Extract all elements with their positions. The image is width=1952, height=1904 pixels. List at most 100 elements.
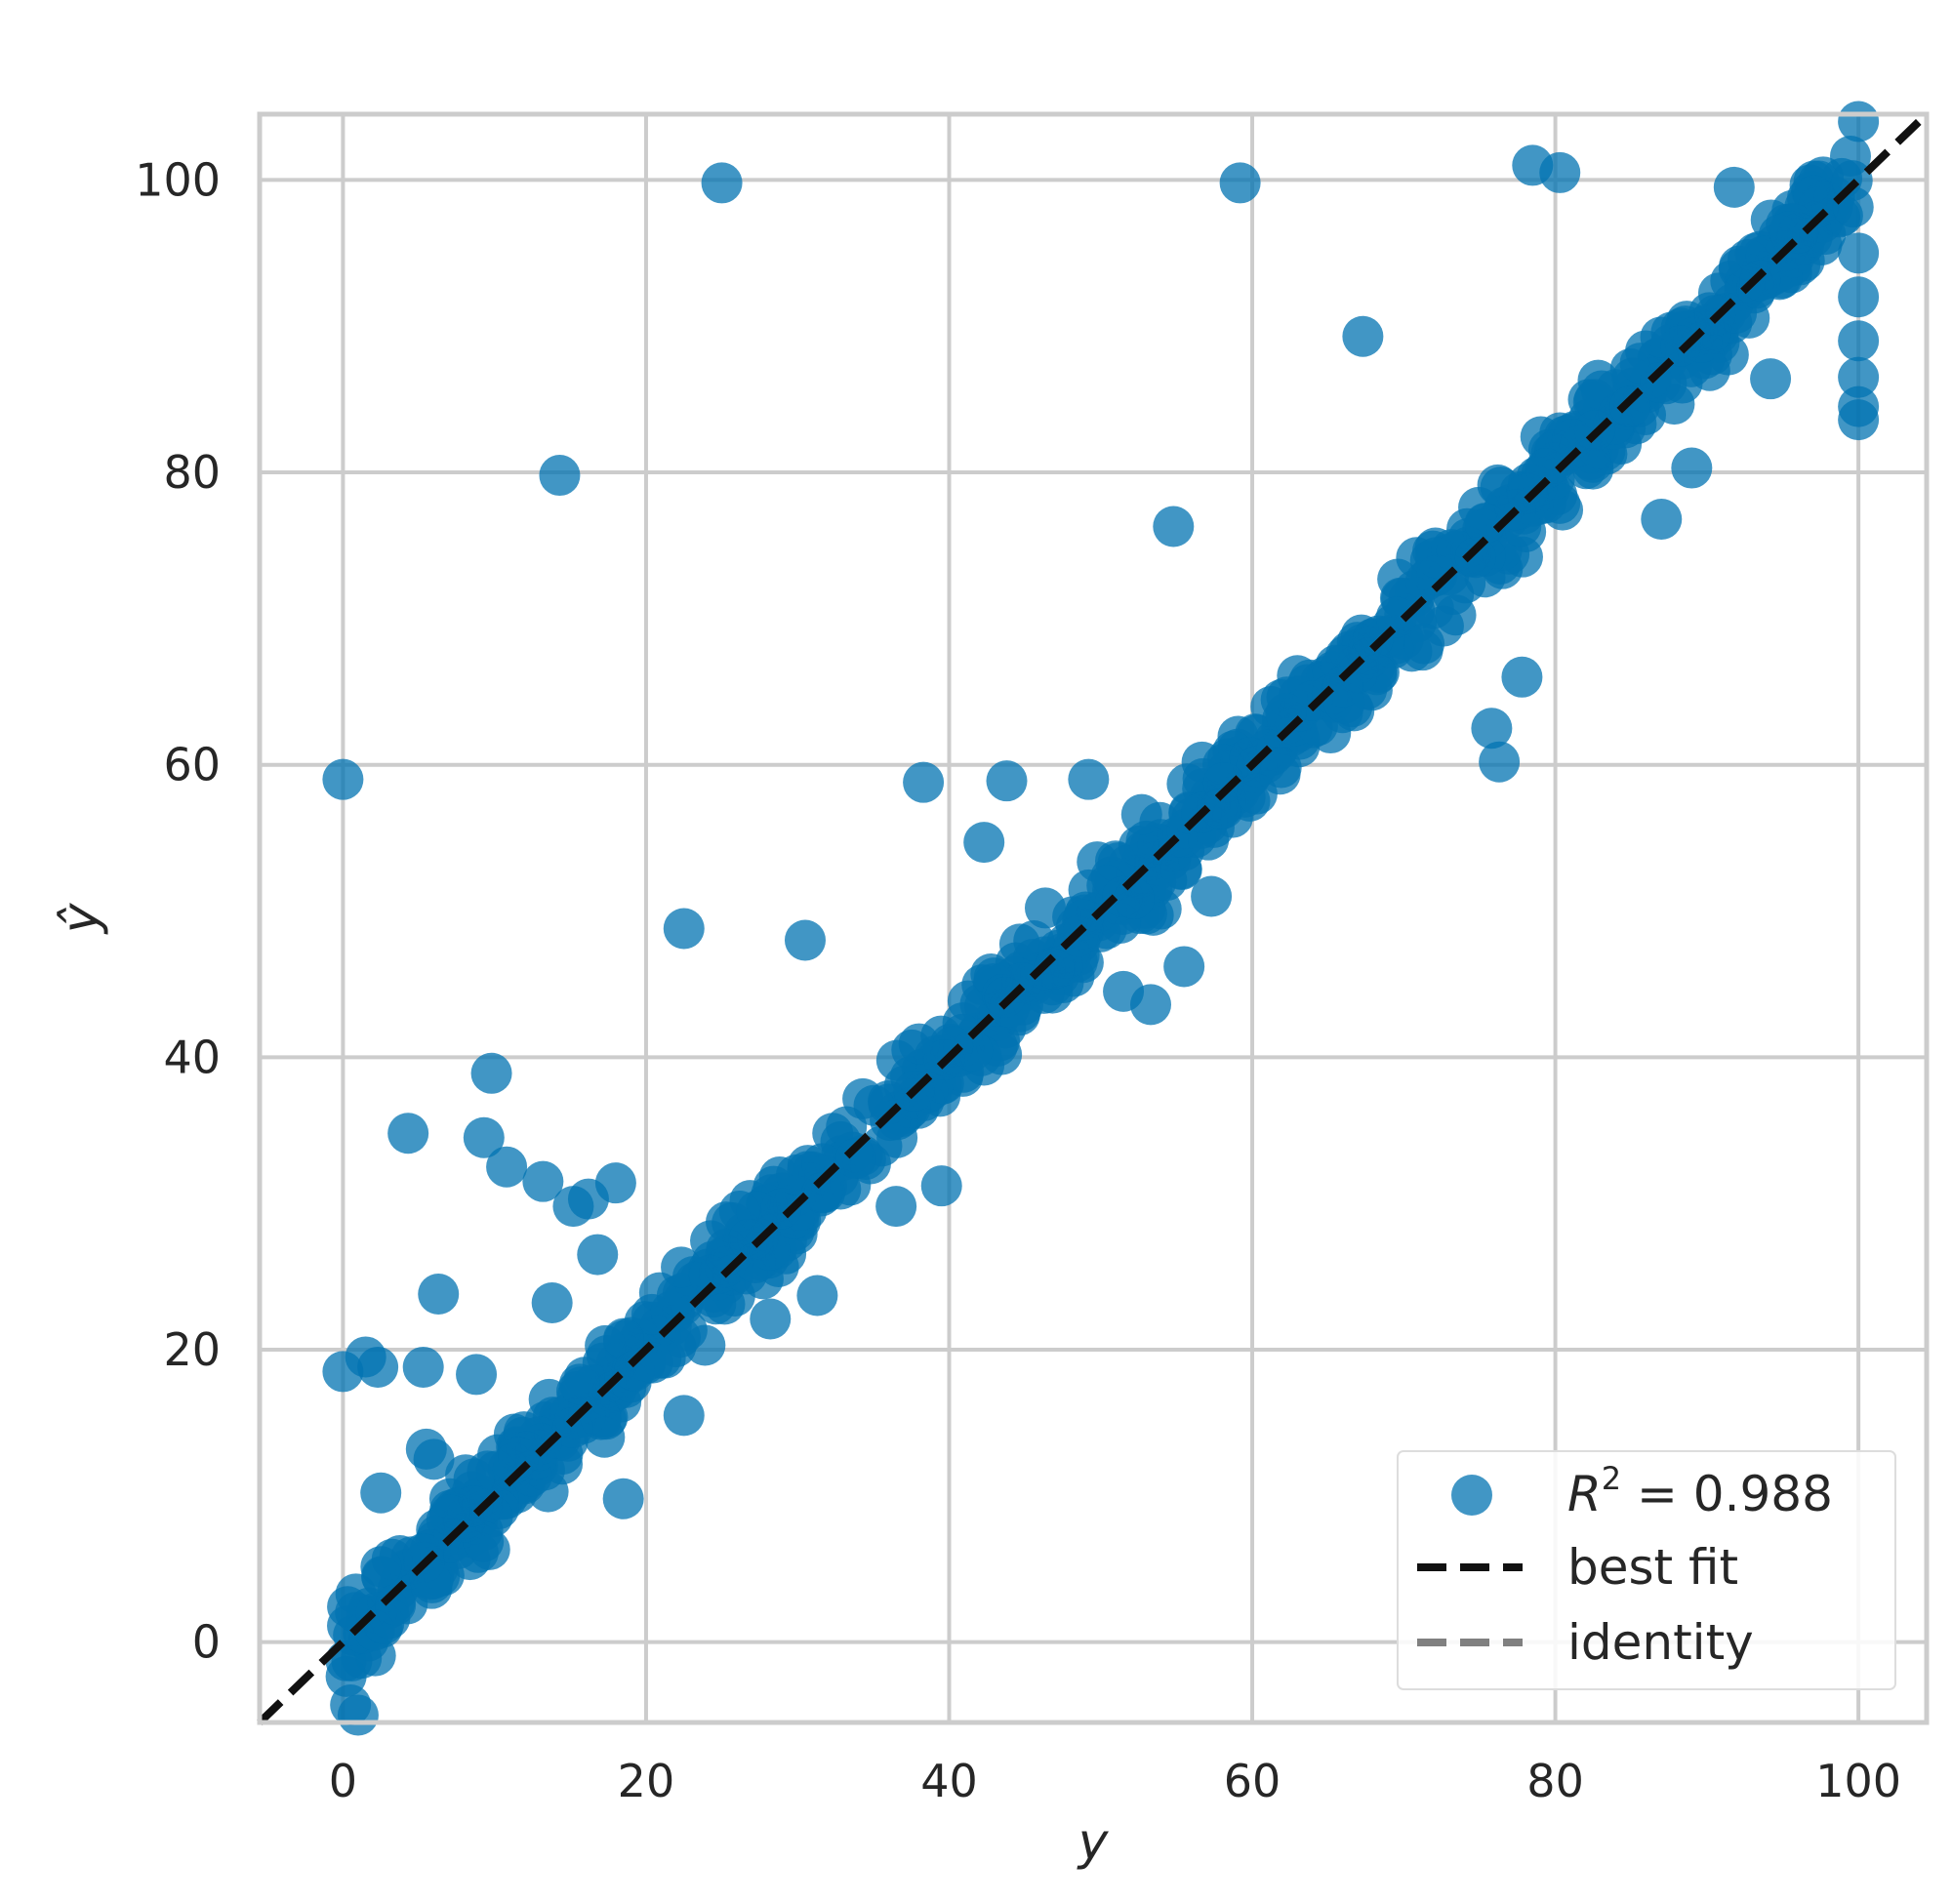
scatter-point [1838, 232, 1880, 274]
scatter-point [522, 1160, 564, 1202]
scatter-point [456, 1354, 498, 1396]
x-tick-labels: 0 20 40 60 80 100 [329, 1755, 1901, 1807]
x-tick-label: 40 [920, 1755, 978, 1807]
scatter-point [1713, 166, 1755, 208]
scatter-point [963, 822, 1005, 864]
band-point [1793, 175, 1835, 217]
legend-r2-value: = 0.988 [1621, 1466, 1833, 1522]
scatter-point [1838, 320, 1880, 362]
y-tick-label: 0 [192, 1616, 221, 1669]
legend-box [1397, 1450, 1896, 1690]
band-point [1033, 948, 1075, 990]
y-axis-label: ŷ [52, 902, 110, 935]
scatter-point [602, 1478, 644, 1519]
scatter-point [360, 1472, 402, 1514]
band-point [1832, 186, 1874, 228]
scatter-point [750, 1298, 792, 1340]
band-point [1539, 482, 1581, 524]
scatter-point [402, 1346, 444, 1388]
scatter-point [413, 1438, 455, 1480]
band-point [1236, 773, 1278, 815]
band-point [1640, 361, 1682, 403]
scatter-point [463, 1116, 505, 1158]
scatter-point [875, 1186, 917, 1228]
scatter-point [784, 919, 826, 961]
legend-point-marker [1451, 1475, 1492, 1516]
band-point [1260, 747, 1302, 789]
band-point [551, 1406, 593, 1448]
plot-frame [257, 111, 1930, 1725]
band-point [1403, 623, 1445, 665]
scatter-point [486, 1146, 528, 1188]
scatter-point [1191, 875, 1233, 917]
band-point [1454, 537, 1496, 579]
scatter-point [594, 1162, 636, 1204]
band-point [1146, 860, 1188, 902]
band-point [327, 1586, 369, 1628]
band-point [1356, 654, 1398, 696]
scatter-point [1130, 984, 1172, 1026]
band-point [1573, 379, 1615, 421]
x-axis-label: y [1077, 1813, 1110, 1872]
scatter-point [337, 1694, 379, 1736]
x-tick-label: 80 [1526, 1755, 1584, 1807]
band-point [602, 1317, 644, 1359]
y-tick-labels: 0 20 40 60 80 100 [135, 153, 221, 1668]
x-tick-label: 100 [1815, 1755, 1901, 1807]
scatter-point [903, 761, 945, 803]
legend: R2 = 0.988 best fit identity [1397, 1450, 1896, 1690]
scatter-point [357, 1346, 399, 1388]
band-point [688, 1254, 730, 1296]
scatter-points [322, 101, 1880, 1736]
band-point [1375, 596, 1417, 638]
scatter-point [1342, 315, 1384, 357]
scatter-point [1471, 708, 1513, 749]
band-point [1118, 825, 1159, 867]
scatter-point [1838, 356, 1880, 398]
x-tick-label: 20 [618, 1755, 675, 1807]
scatter-point [1539, 151, 1581, 193]
scatter-point [796, 1275, 838, 1317]
y-tick-label: 20 [163, 1323, 221, 1376]
scatter-point [322, 758, 364, 800]
band-point [1739, 260, 1781, 302]
scatter-point [920, 1165, 962, 1207]
band-point [1609, 385, 1651, 427]
band-point [1569, 439, 1611, 481]
band-point [1113, 877, 1155, 919]
band-point [375, 1584, 417, 1626]
band-point [1769, 211, 1810, 253]
legend-r2-symbol: R [1567, 1466, 1602, 1522]
scatter-point [1163, 946, 1205, 988]
x-tick-label: 60 [1224, 1755, 1281, 1807]
band-point [1660, 325, 1702, 367]
legend-best-fit-label: best fit [1567, 1539, 1738, 1596]
legend-r2-label: R2 = 0.988 [1567, 1460, 1833, 1522]
y-tick-label: 100 [135, 153, 221, 206]
band-point [1464, 503, 1506, 545]
x-tick-label: 0 [329, 1755, 357, 1807]
y-tick-label: 80 [163, 446, 221, 499]
scatter-point [701, 162, 743, 204]
y-tick-label: 60 [163, 739, 221, 791]
scatter-point [1501, 656, 1543, 698]
scatter-point [1671, 447, 1713, 489]
scatter-point [663, 908, 705, 950]
scatter-point [663, 1395, 705, 1437]
scatter-point [1838, 276, 1880, 318]
scatter-point [1838, 399, 1880, 441]
scatter-point [1641, 498, 1683, 540]
band-point [1120, 793, 1162, 835]
band-point [409, 1559, 451, 1600]
scatter-point [1479, 741, 1521, 783]
scatter-point [1219, 162, 1261, 204]
band-point [360, 1546, 402, 1588]
band-point [558, 1363, 600, 1405]
scatter-point [1750, 358, 1792, 400]
band-point [1062, 899, 1104, 941]
scatter-point [1838, 101, 1880, 142]
band-point [1322, 666, 1363, 708]
scatter-point [986, 760, 1028, 802]
legend-r2-superscript: 2 [1602, 1460, 1621, 1497]
